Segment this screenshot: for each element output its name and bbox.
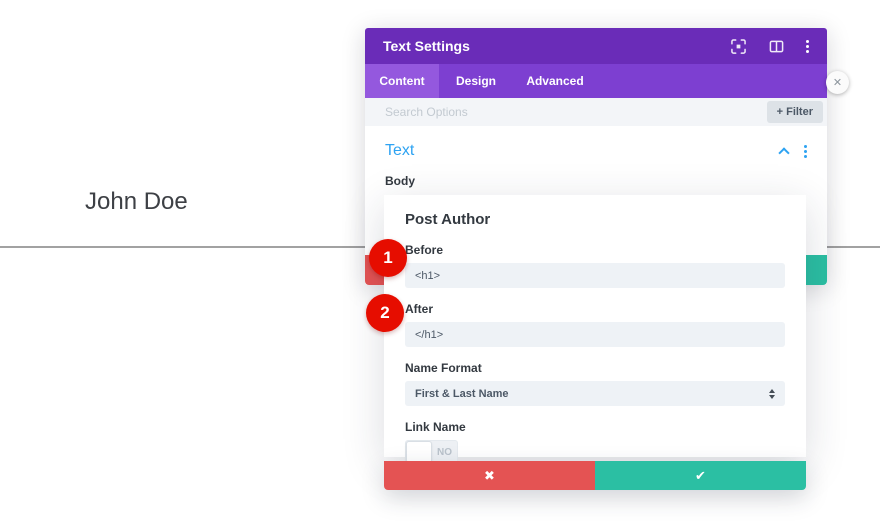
after-field: After [405,302,785,347]
popup-footer: ✖ ✔ [384,461,806,490]
cancel-x-icon: ✖ [484,467,495,483]
close-icon: ✕ [832,77,843,89]
post-author-popup: Post Author Before After Name Format Fir… [384,195,806,464]
expand-focus-icon[interactable] [730,38,746,54]
toggle-knob [406,441,432,463]
body-field-label: Body [385,174,415,188]
modal-title: Text Settings [383,38,470,54]
link-name-field: Link Name NO [405,420,785,464]
after-label: After [405,302,434,316]
modal-header-icons [730,38,809,54]
annotation-badge-1: 1 [369,239,407,277]
post-author-heading: John Doe [85,188,188,215]
popup-cancel-button[interactable]: ✖ [384,461,595,490]
confirm-check-icon: ✔ [695,467,706,483]
name-format-value: First & Last Name [415,387,509,400]
text-section-icons [778,144,807,159]
filter-button[interactable]: + Filter [766,101,823,123]
tab-content[interactable]: Content [365,64,439,98]
name-format-select[interactable]: First & Last Name [405,381,785,406]
before-field: Before [405,243,785,288]
after-input[interactable] [405,322,785,347]
tab-design[interactable]: Design [455,74,496,88]
before-input[interactable] [405,263,785,288]
section-kebab-menu-icon[interactable] [804,144,807,158]
text-section-title[interactable]: Text [385,142,415,159]
search-options-bar: + Filter [365,98,827,126]
search-options-input[interactable] [385,105,767,119]
chevron-up-icon[interactable] [778,147,790,159]
link-name-label: Link Name [405,420,466,434]
text-section-header: Text [365,126,827,160]
before-label: Before [405,243,444,257]
toggle-state-label: NO [437,446,452,458]
close-button[interactable]: ✕ [826,71,849,94]
popup-confirm-button[interactable]: ✔ [595,461,806,490]
name-format-label: Name Format [405,361,482,375]
modal-kebab-menu-icon[interactable] [806,39,809,53]
name-format-field: Name Format First & Last Name [405,361,785,406]
modal-tab-bar: Content Design Advanced [365,64,827,98]
annotation-badge-2: 2 [366,294,404,332]
tab-advanced[interactable]: Advanced [526,74,584,88]
split-view-icon[interactable] [768,38,784,54]
select-arrows-icon [769,388,775,399]
popup-title: Post Author [405,211,491,228]
link-name-toggle[interactable]: NO [405,440,458,464]
modal-header: Text Settings [365,28,827,64]
